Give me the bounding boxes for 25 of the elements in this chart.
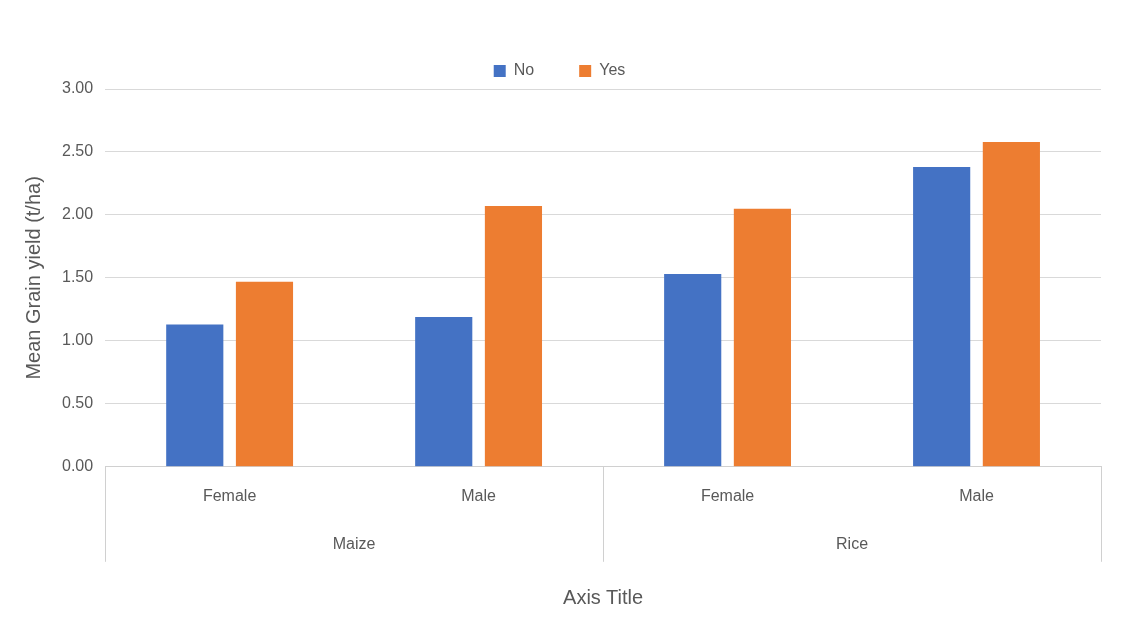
bar (982, 141, 1040, 467)
bar (415, 316, 473, 467)
bar (484, 206, 543, 467)
text: Rice (836, 535, 869, 553)
y-tick-label: 3.00 (62, 79, 94, 97)
bar (664, 274, 722, 467)
legend-label: Yes (599, 61, 626, 79)
bar (235, 281, 294, 467)
x-tick-label: Female (700, 486, 755, 504)
bar (733, 208, 791, 467)
bar (913, 167, 971, 467)
y-tick-label: 2.00 (62, 205, 94, 223)
bar (166, 324, 224, 467)
legend-label: No (513, 61, 535, 79)
y-tick-label: 2.50 (62, 142, 94, 160)
y-tick-label: 0.00 (62, 457, 94, 475)
y-tick-label: 0.50 (62, 394, 94, 412)
x-axis-title: Axis Title (563, 585, 644, 608)
x-tick-label: Female (202, 486, 257, 504)
y-tick-label: 1.50 (62, 268, 94, 286)
y-axis-title: Mean Grain yield (t/ha) (21, 176, 44, 380)
y-tick-label: 1.00 (62, 331, 94, 349)
x-tick-label: Male (959, 486, 994, 504)
text: Maize (332, 535, 376, 553)
x-tick-label: Male (461, 486, 497, 504)
